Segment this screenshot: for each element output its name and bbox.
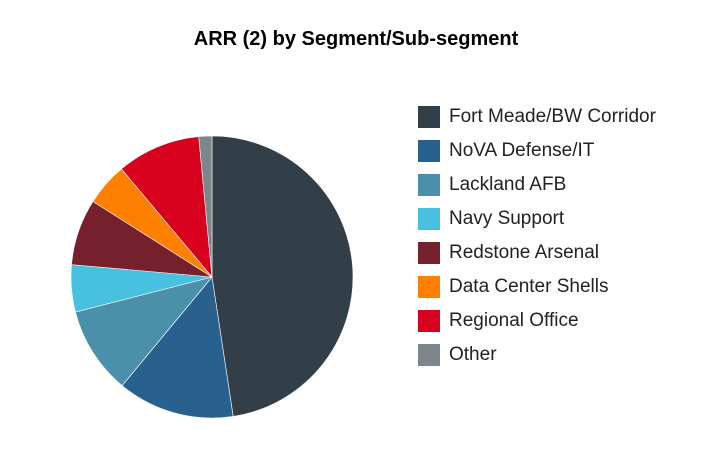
legend-swatch [418,140,440,162]
legend-item: Regional Office [418,309,579,333]
chart-title: ARR (2) by Segment/Sub-segment [193,28,519,50]
legend-item: Lackland AFB [418,173,566,197]
legend-label: Lackland AFB [449,174,567,195]
legend-label: Data Center Shells [449,276,609,297]
legend-swatch [418,276,440,298]
legend-swatch [418,174,440,196]
pie-slice-other [198,135,213,278]
legend-item: NoVA Defense/IT [418,139,594,163]
legend-label: Redstone Arsenal [449,242,599,263]
legend-label: Regional Office [449,310,579,331]
legend-item: Other [418,343,497,367]
legend-item: Data Center Shells [418,275,608,299]
pie-slice-nova-defense-it [121,276,234,419]
legend-swatch [418,106,440,128]
legend-item: Redstone Arsenal [418,241,599,265]
legend-label: Navy Support [449,208,565,229]
legend-label: Fort Meade/BW Corridor [449,106,656,127]
legend-item: Fort Meade/BW Corridor [418,105,656,129]
legend-swatch [418,208,440,230]
legend-swatch [418,344,440,366]
pie-slice-regional-office [121,136,213,278]
legend-label: Other [449,344,497,365]
pie-slice-lackland-afb [75,276,213,387]
pie-slice-fort-meade-bw-corridor [211,135,354,417]
legend-swatch [418,310,440,332]
legend-swatch [418,242,440,264]
legend-item: Navy Support [418,207,564,231]
legend-label: NoVA Defense/IT [449,140,595,161]
